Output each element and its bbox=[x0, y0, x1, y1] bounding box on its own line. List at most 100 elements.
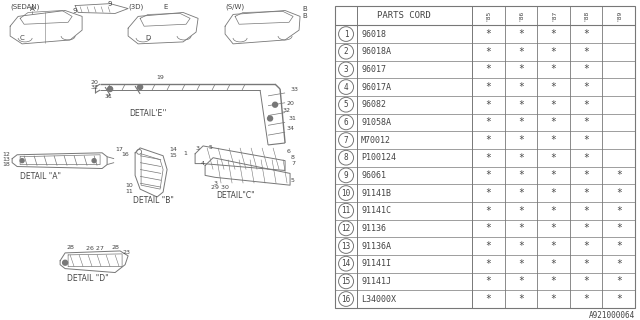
Circle shape bbox=[108, 87, 113, 92]
Text: 18: 18 bbox=[3, 162, 10, 167]
Text: *: * bbox=[518, 294, 524, 304]
Text: *: * bbox=[616, 206, 621, 216]
Circle shape bbox=[92, 159, 96, 163]
Text: *: * bbox=[550, 64, 556, 74]
Text: *: * bbox=[583, 135, 589, 145]
Text: 10: 10 bbox=[125, 183, 133, 188]
Text: *: * bbox=[583, 64, 589, 74]
Text: *: * bbox=[550, 135, 556, 145]
Text: *: * bbox=[616, 223, 621, 233]
Text: 8: 8 bbox=[344, 153, 348, 162]
Text: 12: 12 bbox=[3, 152, 10, 157]
Text: *: * bbox=[583, 82, 589, 92]
Text: '85: '85 bbox=[486, 10, 491, 21]
Text: A921000064: A921000064 bbox=[589, 311, 635, 320]
Text: 91136A: 91136A bbox=[361, 242, 391, 251]
Text: 11: 11 bbox=[341, 206, 351, 215]
Text: 15: 15 bbox=[341, 277, 351, 286]
Text: 91141I: 91141I bbox=[361, 259, 391, 268]
Text: *: * bbox=[583, 188, 589, 198]
Text: 5: 5 bbox=[344, 100, 348, 109]
Text: *: * bbox=[616, 241, 621, 251]
Text: *: * bbox=[550, 170, 556, 180]
Text: DETAIL"C": DETAIL"C" bbox=[216, 190, 254, 199]
Text: 10: 10 bbox=[341, 188, 351, 197]
Text: B: B bbox=[302, 13, 307, 20]
Text: 4: 4 bbox=[344, 83, 348, 92]
Text: 20: 20 bbox=[286, 101, 294, 106]
Text: 96061: 96061 bbox=[361, 171, 386, 180]
Text: 32: 32 bbox=[282, 108, 290, 113]
Text: 14: 14 bbox=[341, 259, 351, 268]
Text: *: * bbox=[583, 29, 589, 39]
Text: '89: '89 bbox=[616, 10, 621, 21]
Text: *: * bbox=[583, 47, 589, 57]
Text: 7: 7 bbox=[344, 136, 348, 145]
Text: *: * bbox=[518, 276, 524, 286]
Text: *: * bbox=[518, 29, 524, 39]
Text: 31: 31 bbox=[288, 116, 296, 121]
Text: PARTS CORD: PARTS CORD bbox=[377, 11, 431, 20]
Text: B: B bbox=[302, 5, 307, 12]
Text: *: * bbox=[485, 82, 492, 92]
Text: *: * bbox=[583, 170, 589, 180]
Text: *: * bbox=[518, 188, 524, 198]
Text: *: * bbox=[518, 170, 524, 180]
Text: 91141J: 91141J bbox=[361, 277, 391, 286]
Text: '88: '88 bbox=[584, 10, 589, 21]
Text: 29 30: 29 30 bbox=[211, 185, 229, 190]
Text: *: * bbox=[485, 170, 492, 180]
Text: *: * bbox=[550, 223, 556, 233]
Text: A: A bbox=[29, 5, 35, 12]
Text: 9: 9 bbox=[108, 1, 113, 7]
Text: 96017A: 96017A bbox=[361, 83, 391, 92]
Bar bbox=[335, 5, 635, 308]
Text: M70012: M70012 bbox=[361, 136, 391, 145]
Text: 96082: 96082 bbox=[361, 100, 386, 109]
Text: 96018: 96018 bbox=[361, 29, 386, 38]
Text: *: * bbox=[583, 259, 589, 269]
Text: *: * bbox=[550, 241, 556, 251]
Text: (SEDAN): (SEDAN) bbox=[10, 3, 40, 10]
Text: 5: 5 bbox=[290, 178, 294, 183]
Text: 8: 8 bbox=[291, 155, 295, 160]
Text: 14: 14 bbox=[169, 147, 177, 152]
Text: 91141B: 91141B bbox=[361, 188, 391, 197]
Text: *: * bbox=[616, 294, 621, 304]
Text: DETAIL "D": DETAIL "D" bbox=[67, 274, 109, 283]
Circle shape bbox=[20, 159, 24, 163]
Text: *: * bbox=[583, 117, 589, 127]
Text: 6: 6 bbox=[287, 149, 291, 154]
Text: *: * bbox=[550, 259, 556, 269]
Text: 31: 31 bbox=[104, 94, 112, 100]
Text: *: * bbox=[485, 117, 492, 127]
Text: *: * bbox=[550, 82, 556, 92]
Text: 9: 9 bbox=[344, 171, 348, 180]
Text: 33: 33 bbox=[290, 86, 298, 92]
Text: 16: 16 bbox=[341, 294, 351, 304]
Text: E: E bbox=[163, 4, 167, 10]
Text: 3: 3 bbox=[195, 146, 199, 151]
Text: 96018A: 96018A bbox=[361, 47, 391, 56]
Text: *: * bbox=[485, 64, 492, 74]
Text: *: * bbox=[485, 188, 492, 198]
Text: L34000X: L34000X bbox=[361, 294, 396, 304]
Text: *: * bbox=[550, 294, 556, 304]
Text: *: * bbox=[518, 206, 524, 216]
Text: *: * bbox=[583, 276, 589, 286]
Text: 12: 12 bbox=[341, 224, 351, 233]
Text: D: D bbox=[145, 35, 151, 41]
Text: *: * bbox=[485, 223, 492, 233]
Text: *: * bbox=[616, 188, 621, 198]
Text: 32: 32 bbox=[90, 84, 98, 90]
Text: 1: 1 bbox=[183, 151, 187, 156]
Text: 34: 34 bbox=[286, 126, 294, 131]
Text: *: * bbox=[518, 117, 524, 127]
Text: *: * bbox=[550, 188, 556, 198]
Text: '87: '87 bbox=[551, 10, 556, 21]
Text: (S/W): (S/W) bbox=[225, 3, 244, 10]
Text: 91136: 91136 bbox=[361, 224, 386, 233]
Text: 91141C: 91141C bbox=[361, 206, 391, 215]
Text: 1: 1 bbox=[344, 29, 348, 38]
Text: 15: 15 bbox=[169, 153, 177, 158]
